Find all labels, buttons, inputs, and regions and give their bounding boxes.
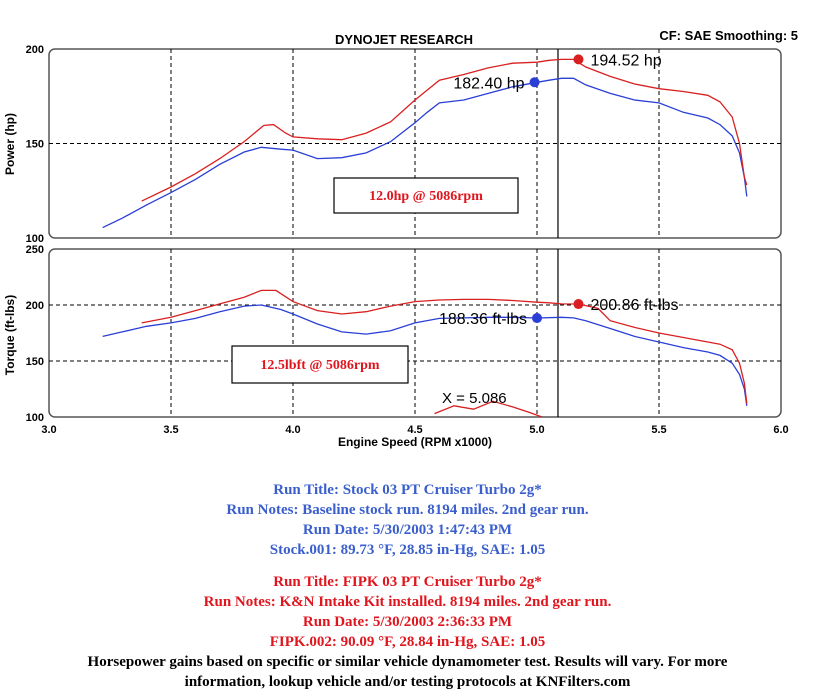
x-tick-label: 4.5 — [407, 424, 422, 436]
series-line-readout — [434, 400, 543, 418]
torque-panel: 250 200 150 100 Torque (ft-lbs) 12.5lbft @ … — [3, 244, 782, 424]
torque-markers: 188.36 ft-lbs 200.86 ft-lbs — [439, 297, 679, 328]
marker-dot — [529, 77, 540, 88]
torque-y-ticks: 250 200 150 100 — [26, 244, 44, 424]
series-line-stock — [102, 304, 748, 406]
marker-label: 188.36 ft-lbs — [439, 311, 527, 328]
y-tick-label: 150 — [26, 356, 44, 368]
x-tick-label: 3.5 — [163, 424, 178, 436]
marker-dot — [532, 313, 542, 324]
x-tick-label: 3.0 — [41, 424, 56, 436]
torque-grid — [49, 249, 781, 417]
disclaimer-line-1: Horsepower gains based on specific or si… — [87, 654, 728, 670]
stock-run-notes: Run Title: Stock 03 PT Cruiser Turbo 2g*… — [0, 480, 815, 560]
dyno-chart: DYNOJET RESEARCH CF: SAE Smoothing: 5 20… — [3, 28, 798, 449]
disclaimer: Horsepower gains based on specific or si… — [0, 652, 815, 692]
x-tick-label: 5.5 — [651, 424, 666, 436]
marker-dot — [573, 54, 584, 65]
y-tick-label: 200 — [26, 300, 44, 312]
torque-gain-text: 12.5lbft @ 5086rpm — [260, 358, 380, 373]
x-tick-label: 4.0 — [285, 424, 300, 436]
fipk-run-conditions: FIPK.002: 90.09 °F, 28.84 in-Hg, SAE: 1.… — [269, 634, 546, 650]
series-line-fipk — [141, 58, 748, 202]
power-panel: 200 150 100 Power (hp) 12.0hp @ 5086rpm 18… — [3, 44, 782, 245]
hp-gain-box — [333, 177, 519, 214]
stock-run-notes-line: Run Notes: Baseline stock run. 8194 mile… — [226, 502, 589, 518]
fipk-run-title: Run Title: FIPK 03 PT Cruiser Turbo 2g* — [273, 574, 542, 590]
fipk-run-notes: Run Title: FIPK 03 PT Cruiser Turbo 2g* … — [0, 572, 815, 652]
power-series — [102, 58, 748, 229]
x-tick-label: 5.0 — [529, 424, 544, 436]
hp-gain-text: 12.0hp @ 5086rpm — [369, 189, 483, 204]
fipk-run-date: Run Date: 5/30/2003 2:36:33 PM — [302, 614, 513, 630]
stock-run-conditions: Stock.001: 89.73 °F, 28.85 in-Hg, SAE: 1… — [269, 542, 546, 558]
series-line-stock — [102, 77, 748, 229]
power-markers: 182.40 hp 194.52 hp — [453, 52, 661, 92]
series-line-fipk — [141, 289, 748, 404]
y-tick-label: 150 — [26, 139, 44, 151]
y-tick-label: 100 — [26, 412, 44, 424]
fipk-run-notes-line: Run Notes: K&N Intake Kit installed. 819… — [203, 594, 612, 610]
stock-run-date: Run Date: 5/30/2003 1:47:43 PM — [302, 522, 513, 538]
cf-smoothing-label: CF: SAE Smoothing: 5 — [659, 28, 798, 43]
torque-series — [102, 289, 748, 418]
power-y-ticks: 200 150 100 — [26, 44, 44, 245]
marker-label: 182.40 hp — [453, 75, 524, 92]
marker-label: 200.86 ft-lbs — [590, 297, 678, 314]
disclaimer-line-2: information, lookup vehicle and/or testi… — [184, 674, 631, 690]
chart-title: DYNOJET RESEARCH — [335, 32, 473, 47]
y-tick-label: 250 — [26, 244, 44, 256]
x-axis-label: Engine Speed (RPM x1000) — [338, 435, 492, 449]
torque-gain-box — [231, 345, 409, 384]
x-readout: X = 5.086 — [442, 390, 507, 407]
x-tick-label: 6.0 — [773, 424, 788, 436]
stock-run-title: Run Title: Stock 03 PT Cruiser Turbo 2g* — [273, 482, 542, 498]
marker-label: 194.52 hp — [590, 52, 661, 69]
y-tick-label: 100 — [26, 233, 44, 245]
marker-dot — [573, 299, 584, 310]
torque-y-axis-label: Torque (ft-lbs) — [3, 295, 17, 375]
y-tick-label: 200 — [26, 44, 44, 56]
x-axis-ticks: 3.0 3.5 4.0 4.5 5.0 5.5 6.0 — [41, 424, 788, 436]
power-y-axis-label: Power (hp) — [3, 113, 17, 175]
